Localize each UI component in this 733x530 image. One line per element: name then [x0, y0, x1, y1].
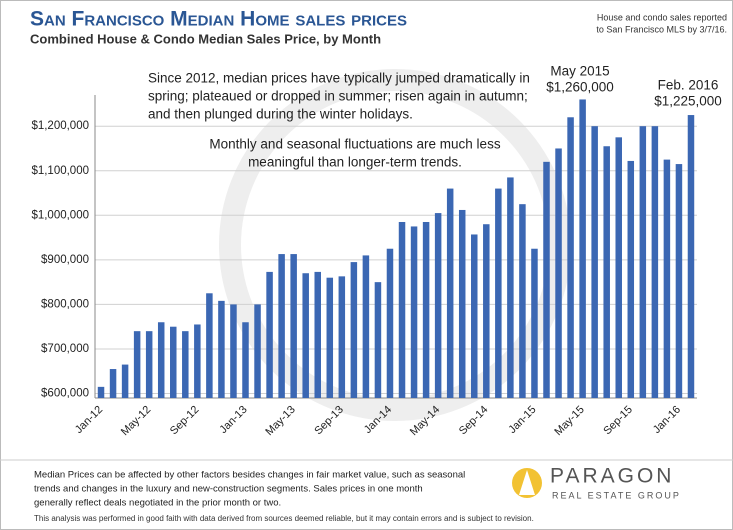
annotation: spring; plateaued or dropped in summer; …: [148, 89, 528, 104]
bar: [675, 164, 683, 398]
chart-title: San Francisco Median Home sales prices: [30, 8, 407, 31]
bar: [567, 117, 574, 398]
bar: [121, 364, 129, 398]
bar: [627, 160, 635, 398]
bar: [458, 209, 466, 398]
bar: [145, 331, 153, 398]
bar: [471, 234, 478, 398]
logo-tagline: REAL ESTATE GROUP: [552, 490, 681, 500]
bar: [278, 254, 285, 398]
bar: [555, 148, 562, 398]
annotation: $1,225,000: [654, 94, 722, 109]
bar: [398, 221, 406, 398]
bar: [194, 324, 201, 398]
subtitle: Combined House & Condo Median Sales Pric…: [30, 31, 381, 46]
y-tick-label: $900,000: [41, 254, 89, 266]
bar: [579, 99, 586, 399]
note: to San Francisco MLS by 3/7/16.: [596, 24, 727, 34]
bar: [350, 262, 358, 398]
bar: [434, 213, 442, 398]
y-tick-label: $800,000: [41, 298, 89, 310]
logo-name: PARAGON: [550, 465, 674, 488]
logo-mark: [519, 470, 535, 495]
annotation: Feb. 2016: [658, 78, 719, 93]
annotation: and then plunged during the winter holid…: [148, 107, 413, 122]
annotation: Monthly and seasonal fluctuations are mu…: [209, 137, 500, 152]
bar: [290, 254, 297, 398]
bar: [374, 282, 382, 398]
bar: [615, 137, 622, 399]
bar: [170, 326, 177, 398]
bar: [302, 273, 309, 398]
bar: [603, 146, 610, 398]
bar: [338, 276, 346, 398]
annotation: Since 2012, median prices have typically…: [148, 71, 530, 86]
annotation: $1,260,000: [546, 80, 614, 95]
footer: Median Prices can be affected by other f…: [34, 470, 465, 481]
y-tick-label: $1,100,000: [31, 165, 89, 177]
disclaimer: This analysis was performed in good fait…: [34, 514, 534, 523]
bar: [254, 304, 261, 398]
bar: [326, 277, 334, 398]
y-tick-label: $1,000,000: [31, 209, 89, 221]
bar: [446, 188, 454, 398]
bar: [663, 159, 671, 398]
bar: [687, 115, 695, 399]
y-tick-label: $600,000: [41, 388, 89, 400]
bar: [531, 248, 538, 398]
bar: [266, 271, 273, 398]
bar: [314, 271, 321, 398]
bar: [639, 126, 647, 399]
bar: [410, 226, 418, 398]
bar: [97, 386, 105, 398]
note: House and condo sales reported: [597, 12, 727, 22]
bar: [543, 161, 550, 398]
footer: generally reflect deals negotiated in th…: [34, 498, 281, 509]
bar: [495, 188, 502, 398]
bar: [519, 204, 526, 398]
bar: [422, 221, 430, 398]
bar: [218, 300, 225, 398]
y-tick-label: $700,000: [41, 343, 89, 355]
bar: [109, 369, 117, 398]
annotation: May 2015: [550, 64, 609, 79]
bar: [591, 126, 598, 399]
bar: [362, 255, 370, 398]
bar: [230, 304, 237, 398]
bar: [206, 293, 213, 398]
annotation: meaningful than longer-term trends.: [248, 155, 462, 170]
bar: [157, 322, 165, 398]
bar: [386, 248, 394, 398]
bar: [133, 331, 141, 398]
y-tick-label: $1,200,000: [31, 120, 89, 132]
bar: [182, 331, 189, 398]
bar: [483, 224, 490, 398]
footer: trends and changes in the luxury and new…: [34, 484, 423, 495]
bar: [507, 177, 514, 398]
bar: [242, 322, 249, 398]
bar: [651, 126, 659, 399]
